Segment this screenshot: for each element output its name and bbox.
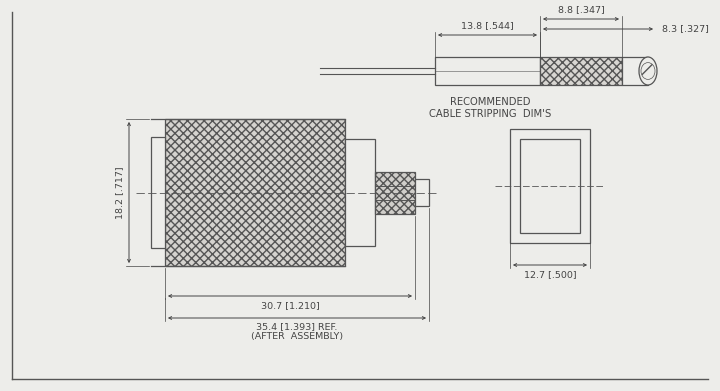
- Bar: [415, 179, 429, 206]
- Bar: [165, 119, 345, 266]
- Text: (AFTER  ASSEMBLY): (AFTER ASSEMBLY): [251, 332, 343, 341]
- Text: 35.4 [1.393] REF.: 35.4 [1.393] REF.: [256, 322, 338, 331]
- Bar: [345, 139, 375, 246]
- Bar: [622, 57, 648, 85]
- Text: 12.7 [.500]: 12.7 [.500]: [523, 270, 576, 279]
- Bar: [435, 57, 540, 85]
- Text: 13.8 [.544]: 13.8 [.544]: [461, 21, 514, 30]
- Bar: [520, 139, 580, 233]
- Bar: [510, 129, 590, 243]
- Text: 30.7 [1.210]: 30.7 [1.210]: [261, 301, 320, 310]
- Bar: [540, 57, 622, 85]
- Bar: [151, 137, 165, 248]
- Text: 8.8 [.347]: 8.8 [.347]: [557, 5, 604, 14]
- Ellipse shape: [639, 57, 657, 85]
- Text: 18.2 [.717]: 18.2 [.717]: [115, 166, 124, 219]
- Bar: [375, 172, 415, 213]
- Text: CABLE STRIPPING  DIM'S: CABLE STRIPPING DIM'S: [429, 109, 551, 119]
- Text: 8.3 [.327]: 8.3 [.327]: [662, 25, 709, 34]
- Text: RECOMMENDED: RECOMMENDED: [450, 97, 530, 107]
